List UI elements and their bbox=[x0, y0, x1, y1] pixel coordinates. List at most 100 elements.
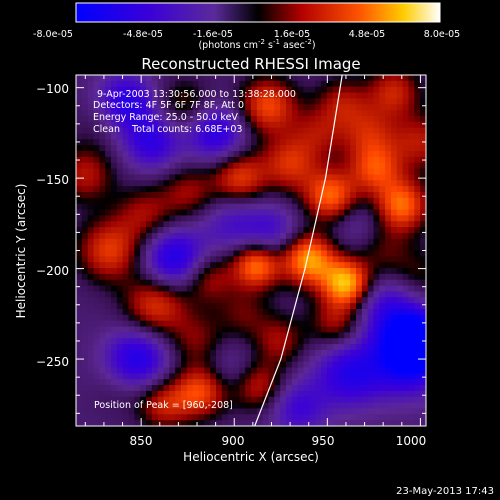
heatmap-cell bbox=[414, 256, 421, 263]
heatmap-cell bbox=[181, 344, 188, 351]
heatmap-cell bbox=[216, 221, 223, 228]
heatmap-cell bbox=[204, 145, 211, 152]
heatmap-cell bbox=[128, 367, 135, 374]
heatmap-cell bbox=[227, 162, 235, 170]
heatmap-cell bbox=[146, 420, 153, 426]
heatmap-cell bbox=[163, 121, 170, 129]
heatmap-cell bbox=[87, 344, 95, 351]
heatmap-cell bbox=[367, 244, 375, 252]
heatmap-cell bbox=[140, 303, 147, 310]
heatmap-cell bbox=[356, 373, 363, 380]
heatmap-cell bbox=[175, 110, 182, 117]
heatmap-cell bbox=[338, 303, 345, 310]
heatmap-cell bbox=[361, 232, 369, 240]
heatmap-cell bbox=[385, 168, 392, 176]
heatmap-cell bbox=[128, 279, 135, 287]
colorbar-ticks: -8.0e-05 -4.8e-05 -1.6e-05 1.6e-05 4.8e-… bbox=[33, 29, 460, 40]
heatmap-cell bbox=[87, 314, 95, 322]
heatmap-cell bbox=[315, 332, 322, 339]
heatmap-cell bbox=[321, 273, 328, 281]
heatmap-cell bbox=[227, 139, 235, 146]
heatmap-cell bbox=[297, 186, 305, 193]
heatmap-cell bbox=[198, 162, 205, 170]
heatmap-cell bbox=[81, 385, 89, 392]
heatmap-cell bbox=[391, 390, 398, 398]
heatmap-cell bbox=[338, 420, 345, 426]
heatmap-cell bbox=[245, 139, 252, 146]
heatmap-cell bbox=[239, 75, 246, 82]
heatmap-cell bbox=[181, 192, 188, 199]
heatmap-cell bbox=[186, 332, 194, 339]
heatmap-cell bbox=[204, 221, 211, 228]
heatmap-cell bbox=[76, 379, 83, 386]
heatmap-cell bbox=[210, 268, 217, 275]
heatmap-cell bbox=[274, 110, 281, 117]
heatmap-cell bbox=[105, 291, 112, 298]
heatmap-cell bbox=[251, 215, 258, 222]
heatmap-cell bbox=[227, 361, 235, 369]
heatmap-cell bbox=[163, 320, 170, 328]
heatmap-cell bbox=[111, 238, 118, 246]
heatmap-cell bbox=[303, 291, 310, 298]
heatmap-cell bbox=[326, 285, 334, 293]
heatmap-cell bbox=[239, 332, 246, 339]
heatmap-cell bbox=[367, 349, 375, 357]
heatmap-cell bbox=[291, 203, 299, 211]
heatmap-cell bbox=[169, 291, 176, 298]
heatmap-cell bbox=[198, 262, 205, 269]
heatmap-cell bbox=[122, 396, 130, 404]
heatmap-cell bbox=[274, 402, 281, 410]
heatmap-cell bbox=[198, 127, 205, 135]
heatmap-cell bbox=[256, 209, 264, 216]
heatmap-cell bbox=[291, 373, 299, 380]
heatmap-cell bbox=[233, 326, 240, 333]
heatmap-cell bbox=[385, 151, 392, 158]
heatmap-cell bbox=[116, 145, 124, 152]
heatmap-cell bbox=[186, 145, 194, 152]
heatmap-cell bbox=[93, 349, 100, 357]
heatmap-cell bbox=[402, 256, 410, 263]
heatmap-cell bbox=[251, 390, 258, 398]
heatmap-cell bbox=[122, 314, 130, 322]
heatmap-cell bbox=[186, 338, 194, 345]
heatmap-cell bbox=[210, 344, 217, 351]
heatmap-cell bbox=[140, 379, 147, 386]
heatmap-cell bbox=[291, 390, 299, 398]
heatmap-cell bbox=[245, 379, 252, 386]
heatmap-cell bbox=[216, 379, 223, 386]
heatmap-cell bbox=[140, 121, 147, 129]
heatmap-cell bbox=[140, 396, 147, 404]
heatmap-cell bbox=[291, 396, 299, 404]
heatmap-cell bbox=[286, 197, 293, 205]
heatmap-cell bbox=[291, 344, 299, 351]
heatmap-cell bbox=[350, 244, 357, 252]
heatmap-cell bbox=[116, 104, 124, 111]
heatmap-cell bbox=[134, 390, 141, 398]
heatmap-cell bbox=[227, 314, 235, 322]
heatmap-cell bbox=[87, 420, 95, 426]
heatmap-cell bbox=[391, 209, 398, 216]
heatmap-cell bbox=[204, 332, 211, 339]
heatmap-cell bbox=[385, 379, 392, 386]
heatmap-cell bbox=[169, 361, 176, 369]
heatmap-cell bbox=[128, 402, 135, 410]
heatmap-cell bbox=[186, 139, 194, 146]
heatmap-cell bbox=[76, 390, 83, 398]
heatmap-cell bbox=[373, 385, 380, 392]
heatmap-cell bbox=[321, 297, 328, 304]
heatmap-cell bbox=[309, 203, 316, 211]
heatmap-cell bbox=[233, 110, 240, 117]
heatmap-cell bbox=[128, 361, 135, 369]
heatmap-cell bbox=[379, 361, 386, 369]
heatmap-cell bbox=[105, 338, 112, 345]
heatmap-cell bbox=[221, 145, 229, 152]
heatmap-cell bbox=[256, 139, 264, 146]
heatmap-cell bbox=[414, 326, 421, 333]
heatmap-cell bbox=[163, 139, 170, 146]
heatmap-cell bbox=[338, 338, 345, 345]
heatmap-cell bbox=[303, 75, 310, 82]
heatmap-cell bbox=[373, 291, 380, 298]
heatmap-cell bbox=[332, 162, 340, 170]
heatmap-cell bbox=[332, 104, 340, 111]
heatmap-cell bbox=[315, 297, 322, 304]
